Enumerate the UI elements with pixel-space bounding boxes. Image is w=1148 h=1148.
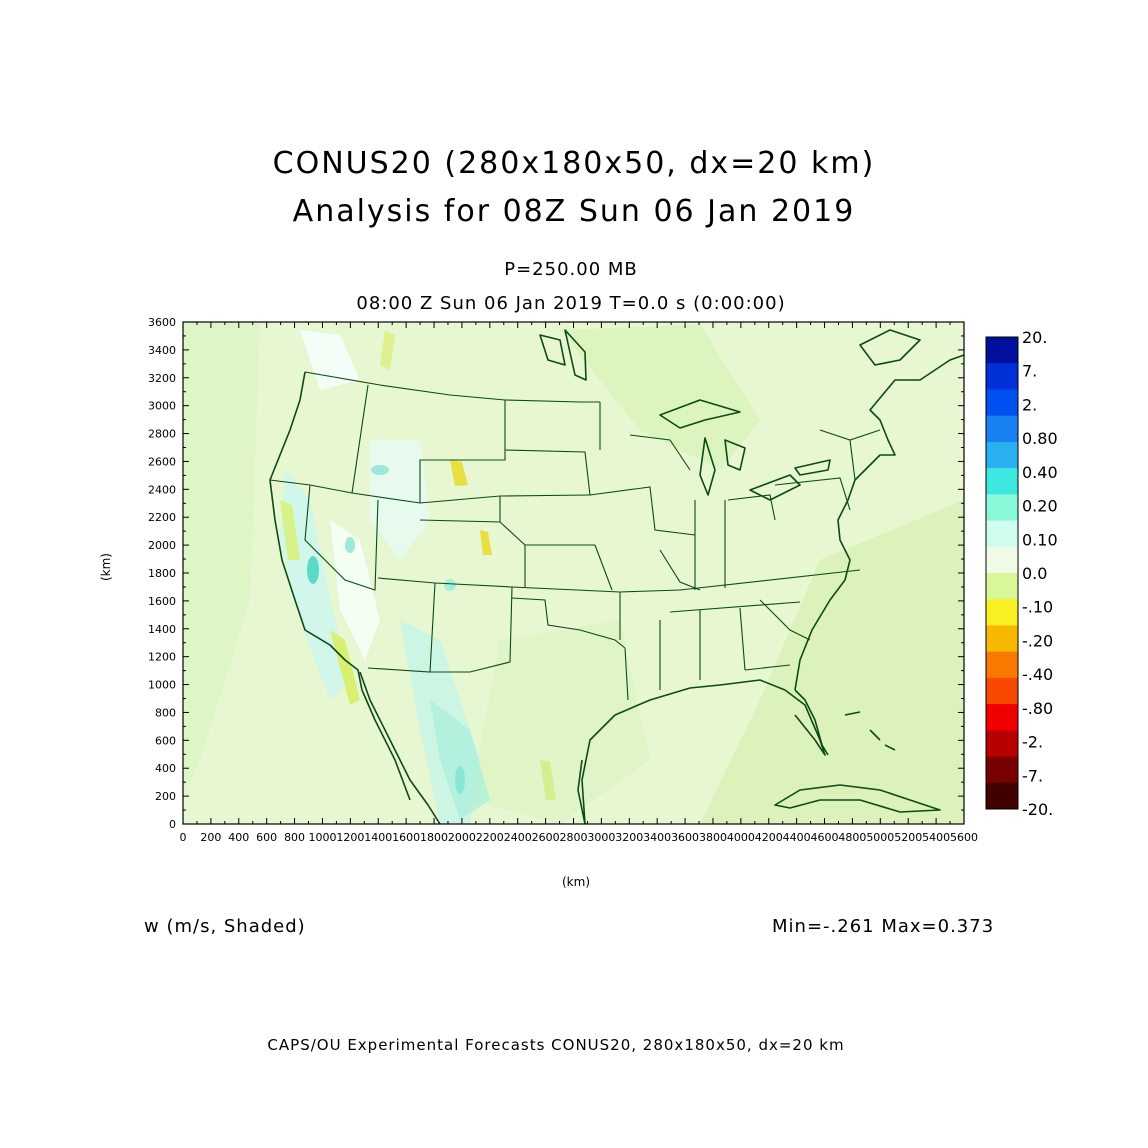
x-tick-label: 2000 — [448, 831, 476, 844]
x-tick-label: 3400 — [643, 831, 671, 844]
y-tick-label: 1800 — [148, 567, 176, 580]
colorbar-swatch — [986, 573, 1018, 600]
y-tick-label: 1200 — [148, 651, 176, 664]
colorbar-swatch — [986, 599, 1018, 626]
plot-title-line1: CONUS20 (280x180x50, dx=20 km) — [272, 146, 876, 181]
colorbar-swatch — [986, 468, 1018, 495]
y-tick-label: 400 — [155, 762, 176, 775]
colorbar-swatch — [986, 651, 1018, 679]
x-tick-label: 2800 — [560, 831, 588, 844]
x-tick-label: 1000 — [308, 831, 336, 844]
colorbar-swatch — [986, 337, 1018, 364]
colorbar-label: -.40 — [1022, 665, 1053, 684]
colorbar-label: -2. — [1022, 733, 1043, 752]
x-tick-label: 1200 — [336, 831, 364, 844]
y-tick-label: 2600 — [148, 455, 176, 468]
colorbar-label: 0.80 — [1022, 429, 1058, 448]
y-tick-label: 600 — [155, 734, 176, 747]
footer-credit: CAPS/OU Experimental Forecasts CONUS20, … — [267, 1036, 845, 1054]
y-tick-label: 800 — [155, 706, 176, 719]
x-tick-label: 5000 — [866, 831, 894, 844]
colorbar-label: 7. — [1022, 362, 1037, 381]
min-max-label: Min=-.261 Max=0.373 — [772, 916, 995, 937]
y-tick-label: 1000 — [148, 679, 176, 692]
colorbar-label: 0.0 — [1022, 564, 1047, 583]
x-tick-label: 800 — [284, 831, 305, 844]
x-tick-label: 600 — [256, 831, 277, 844]
x-tick-label: 4000 — [727, 831, 755, 844]
y-tick-label: 3400 — [148, 344, 176, 357]
colorbar-swatch — [986, 756, 1018, 784]
x-tick-label: 1400 — [364, 831, 392, 844]
y-tick-label: 200 — [155, 790, 176, 803]
plot-title-line2: Analysis for 08Z Sun 06 Jan 2019 — [292, 194, 856, 229]
x-tick-label: 2400 — [504, 831, 532, 844]
colorbar-label: -7. — [1022, 766, 1043, 785]
y-tick-label: 2400 — [148, 483, 176, 496]
pressure-level-label: P=250.00 MB — [504, 259, 638, 280]
colorbar-swatch — [986, 730, 1018, 758]
x-tick-label: 400 — [228, 831, 249, 844]
colorbar-frame — [985, 336, 1019, 810]
y-tick-label: 2800 — [148, 428, 176, 441]
colorbar-swatch — [986, 520, 1018, 548]
x-axis-label: (km) — [562, 875, 591, 889]
x-tick-label: 0 — [180, 831, 187, 844]
y-tick-label: 2000 — [148, 539, 176, 552]
colorbar: 20. 7. 2. 0.80 0.40 0.20 0.10 0.0 -.10 -.20 -.40 -.… — [985, 328, 1058, 819]
y-tick-label: 3200 — [148, 372, 176, 385]
x-tick-label: 1600 — [392, 831, 420, 844]
x-tick-label: 4200 — [755, 831, 783, 844]
x-tick-label: 2600 — [532, 831, 560, 844]
valid-time-label: 08:00 Z Sun 06 Jan 2019 T=0.0 s (0:00:00… — [356, 293, 786, 314]
y-tick-label: 0 — [169, 818, 176, 831]
y-tick-label: 1600 — [148, 595, 176, 608]
colorbar-swatch — [986, 782, 1018, 810]
colorbar-swatch — [986, 677, 1018, 705]
colorbar-label: 0.40 — [1022, 463, 1058, 482]
x-tick-label: 4400 — [783, 831, 811, 844]
colorbar-label: -.80 — [1022, 699, 1053, 718]
x-tick-label: 4600 — [811, 831, 839, 844]
colorbar-swatch — [986, 625, 1018, 653]
map-boundaries — [269, 329, 964, 824]
y-tick-label: 3000 — [148, 400, 176, 413]
x-tick-label: 3600 — [671, 831, 699, 844]
colorbar-label: -.10 — [1022, 598, 1053, 617]
y-tick-label: 2200 — [148, 511, 176, 524]
x-tick-label: 4800 — [838, 831, 866, 844]
colorbar-label: 2. — [1022, 395, 1037, 414]
x-tick-label: 3800 — [699, 831, 727, 844]
colorbar-swatch — [986, 389, 1018, 417]
x-tick-label: 3000 — [587, 831, 615, 844]
colorbar-swatch — [986, 363, 1018, 390]
x-axis-ticks: 0 200 400 600 800 1000 1200 1400 1600 1800 2000 220… — [180, 322, 978, 844]
x-tick-label: 3200 — [615, 831, 643, 844]
colorbar-swatch — [986, 704, 1018, 731]
x-tick-label: 200 — [200, 831, 221, 844]
x-tick-label: 2200 — [476, 831, 504, 844]
colorbar-label: 20. — [1022, 328, 1047, 347]
y-tick-label: 3600 — [148, 316, 176, 329]
x-tick-label: 1800 — [420, 831, 448, 844]
y-axis-ticks: 0 200 400 600 800 1000 1200 1400 1600 1800 2000 220… — [148, 316, 964, 831]
x-tick-label: 5400 — [922, 831, 950, 844]
colorbar-swatch — [986, 441, 1018, 469]
colorbar-swatch — [986, 494, 1018, 522]
colorbar-label: -20. — [1022, 800, 1053, 819]
variable-label: w (m/s, Shaded) — [144, 916, 306, 937]
colorbar-swatch — [986, 546, 1018, 574]
x-tick-label: 5600 — [950, 831, 978, 844]
colorbar-swatch — [986, 415, 1018, 443]
x-tick-label: 5200 — [894, 831, 922, 844]
colorbar-label: -.20 — [1022, 631, 1053, 650]
y-tick-label: 1400 — [148, 623, 176, 636]
colorbar-label: 0.10 — [1022, 530, 1058, 549]
colorbar-label: 0.20 — [1022, 497, 1058, 516]
